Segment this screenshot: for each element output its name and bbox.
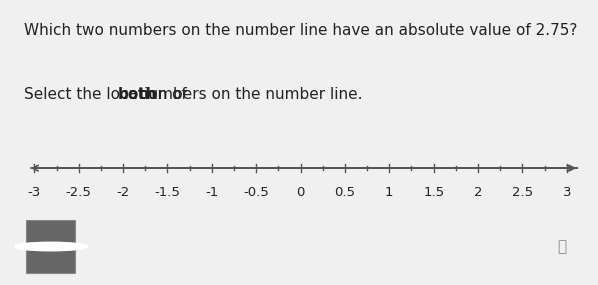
Text: numbers on the number line.: numbers on the number line. bbox=[134, 87, 362, 102]
FancyBboxPatch shape bbox=[26, 220, 75, 273]
Circle shape bbox=[14, 242, 88, 251]
Text: Which two numbers on the number line have an absolute value of 2.75?: Which two numbers on the number line hav… bbox=[24, 23, 577, 38]
Text: -1: -1 bbox=[205, 186, 218, 199]
Text: both: both bbox=[117, 87, 157, 102]
Text: 0: 0 bbox=[297, 186, 305, 199]
Text: -2.5: -2.5 bbox=[66, 186, 91, 199]
Text: -3: -3 bbox=[28, 186, 41, 199]
Text: 0.5: 0.5 bbox=[334, 186, 355, 199]
Text: -0.5: -0.5 bbox=[243, 186, 269, 199]
Text: 🗑: 🗑 bbox=[557, 239, 566, 254]
Text: 2.5: 2.5 bbox=[512, 186, 533, 199]
Text: -2: -2 bbox=[117, 186, 130, 199]
Text: -1.5: -1.5 bbox=[154, 186, 181, 199]
Text: 3: 3 bbox=[563, 186, 571, 199]
Text: Select the location of: Select the location of bbox=[24, 87, 191, 102]
Text: 2: 2 bbox=[474, 186, 482, 199]
Text: 1.5: 1.5 bbox=[423, 186, 444, 199]
Text: 1: 1 bbox=[385, 186, 393, 199]
